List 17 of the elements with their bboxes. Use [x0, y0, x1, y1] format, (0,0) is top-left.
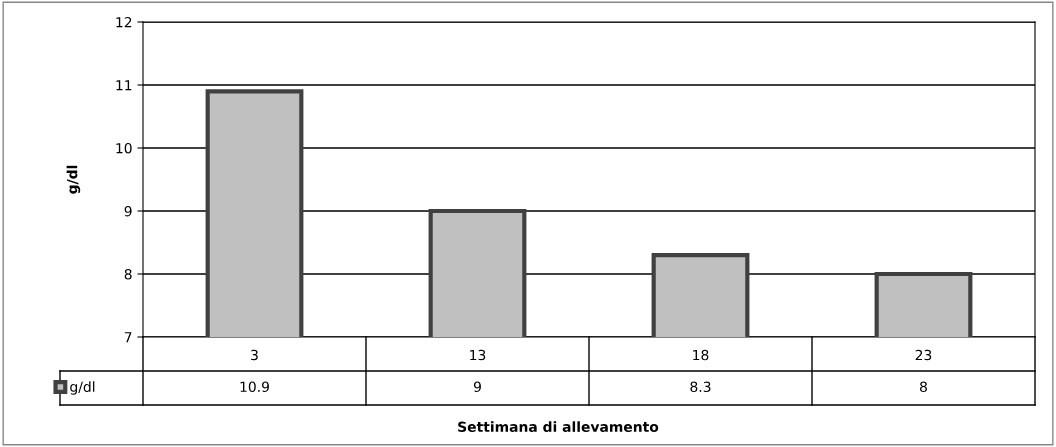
x-axis-title: Settimana di allevamento [458, 421, 659, 433]
y-axis-title: g/dl [66, 165, 81, 194]
x-tick-label: 13 [470, 349, 486, 361]
x-tick-label: 23 [915, 349, 932, 361]
data-label: 8 [920, 381, 927, 393]
y-tick-label: 9 [124, 205, 132, 217]
y-tick-label: 12 [116, 16, 132, 28]
data-label: 9 [473, 381, 481, 393]
legend-label: g/dl [70, 381, 95, 395]
y-tick-label: 8 [124, 268, 132, 280]
y-tick-label: 11 [116, 80, 132, 91]
y-tick-label: 10 [116, 142, 132, 154]
data-label: 10.9 [240, 381, 269, 393]
y-tick-label: 7 [124, 332, 132, 343]
data-label: 8.3 [690, 381, 711, 393]
x-tick-label: 3 [251, 349, 258, 361]
x-tick-label: 18 [693, 349, 709, 361]
